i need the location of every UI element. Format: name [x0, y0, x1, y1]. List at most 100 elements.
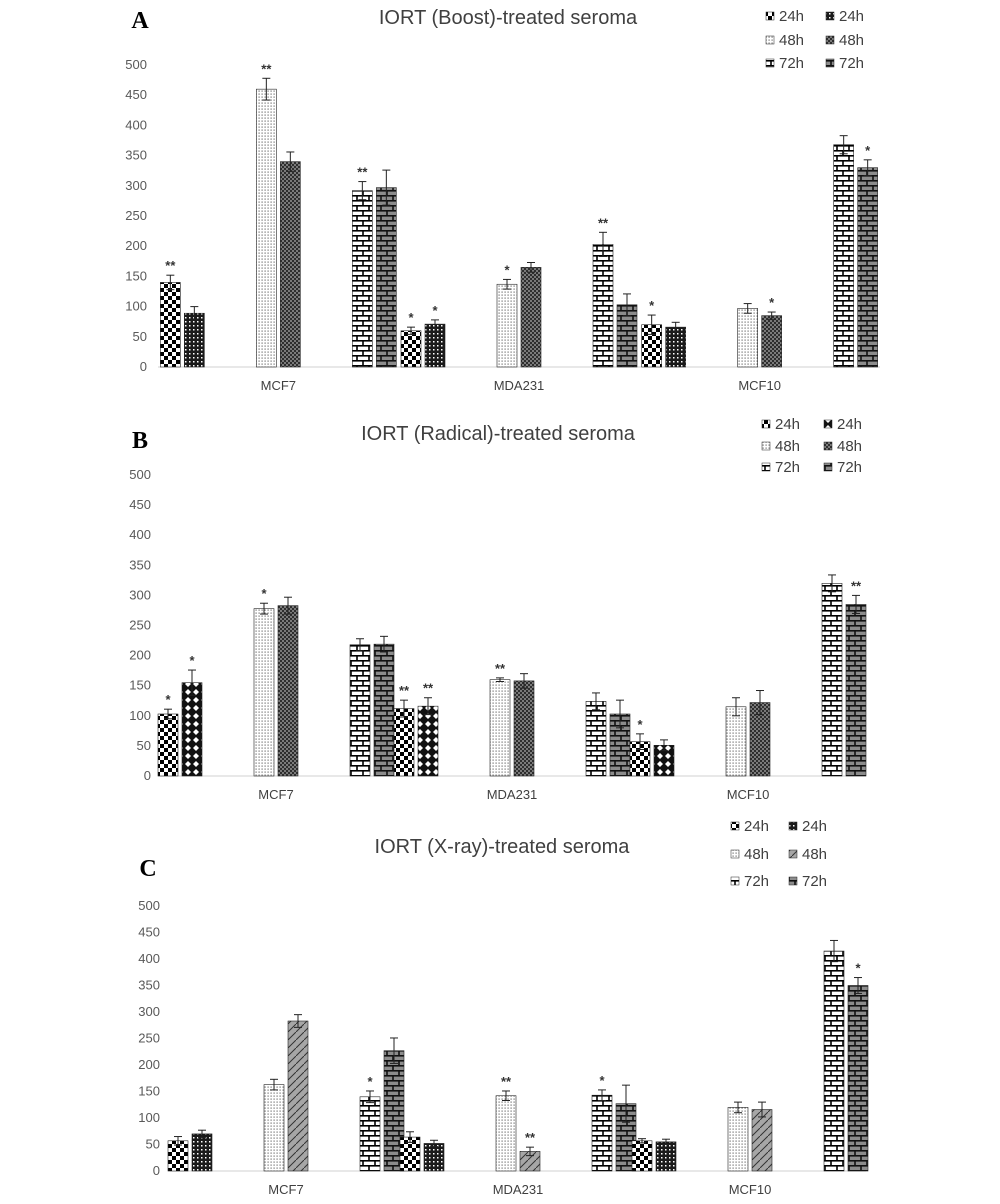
- bar: [256, 88, 277, 368]
- significance-label: *: [432, 303, 438, 318]
- x-tick-label: MCF7: [261, 378, 296, 393]
- y-tick-label: 250: [138, 1031, 160, 1046]
- legend-swatch: [788, 876, 798, 886]
- bar: [417, 705, 439, 777]
- bar: [513, 680, 535, 777]
- y-tick-label: 200: [138, 1057, 160, 1072]
- x-tick-label: MCF7: [268, 1182, 303, 1197]
- legend-label: 72h: [779, 55, 804, 72]
- y-tick-label: 400: [125, 117, 147, 132]
- y-tick-label: 0: [140, 359, 147, 374]
- y-tick-label: 150: [129, 678, 151, 693]
- y-tick-label: 100: [129, 708, 151, 723]
- bar: [857, 167, 878, 368]
- legend-swatch: [730, 876, 740, 886]
- chart-title: IORT (Radical)-treated seroma: [361, 423, 636, 445]
- bar: [496, 283, 518, 368]
- significance-label: **: [501, 1074, 512, 1089]
- y-tick-label: 350: [129, 557, 151, 572]
- legend-label: 72h: [837, 459, 862, 476]
- y-tick-label: 50: [137, 738, 151, 753]
- x-tick-label: MCF10: [727, 787, 770, 802]
- bar: [373, 643, 395, 777]
- bar: [495, 1095, 517, 1172]
- legend-label: 48h: [802, 846, 827, 863]
- y-tick-label: 350: [138, 978, 160, 993]
- significance-label: *: [649, 298, 655, 313]
- y-tick-label: 150: [125, 268, 147, 283]
- legend-swatch: [765, 58, 775, 68]
- y-tick-label: 100: [125, 299, 147, 314]
- bar: [280, 161, 301, 368]
- y-tick-label: 0: [153, 1163, 160, 1178]
- x-tick-label: MCF10: [738, 378, 781, 393]
- bar: [591, 1094, 613, 1172]
- significance-label: **: [598, 215, 609, 230]
- bar: [655, 1141, 677, 1172]
- significance-label: **: [399, 683, 410, 698]
- legend-swatch: [823, 441, 833, 451]
- significance-label: *: [769, 295, 775, 310]
- y-tick-label: 500: [129, 467, 151, 482]
- legend-label: 24h: [775, 416, 800, 433]
- bar: [821, 583, 843, 777]
- y-tick-label: 200: [125, 238, 147, 253]
- y-tick-label: 300: [138, 1004, 160, 1019]
- bar: [359, 1096, 381, 1172]
- bar: [845, 604, 867, 777]
- legend-label: 72h: [744, 873, 769, 890]
- y-tick-label: 400: [138, 951, 160, 966]
- bar: [751, 1109, 773, 1172]
- y-tick-label: 300: [129, 587, 151, 602]
- x-tick-label: MCF10: [729, 1182, 772, 1197]
- bar: [761, 315, 782, 368]
- bar: [393, 708, 415, 777]
- y-tick-label: 450: [129, 497, 151, 512]
- y-tick-label: 250: [129, 618, 151, 633]
- legend-label: 24h: [839, 8, 864, 25]
- y-tick-label: 50: [133, 329, 147, 344]
- bar: [263, 1084, 285, 1172]
- bar: [592, 244, 614, 368]
- legend-label: 24h: [744, 818, 769, 835]
- x-tick-label: MCF7: [258, 787, 293, 802]
- significance-label: *: [189, 653, 195, 668]
- x-tick-label: MDA231: [487, 787, 538, 802]
- y-tick-label: 250: [125, 208, 147, 223]
- significance-label: **: [261, 61, 272, 76]
- legend-label: 24h: [802, 818, 827, 835]
- y-tick-label: 450: [138, 925, 160, 940]
- legend-swatch: [825, 58, 835, 68]
- bar: [376, 187, 397, 368]
- legend-swatch: [761, 462, 771, 472]
- significance-label: *: [599, 1073, 605, 1088]
- significance-label: *: [367, 1074, 373, 1089]
- y-tick-label: 400: [129, 527, 151, 542]
- legend-swatch: [823, 462, 833, 472]
- bar: [665, 326, 686, 368]
- bar: [520, 267, 542, 368]
- y-tick-label: 200: [129, 648, 151, 663]
- bar: [725, 706, 747, 777]
- y-tick-label: 150: [138, 1084, 160, 1099]
- bar: [287, 1020, 309, 1172]
- significance-label: **: [525, 1130, 536, 1145]
- legend-swatch: [825, 35, 835, 45]
- legend-swatch: [825, 11, 835, 21]
- bar: [631, 1140, 653, 1172]
- chart-panel-b: B IORT (Radical)-treated seroma 0 50 100 150 2…: [129, 416, 867, 802]
- bar: [160, 282, 181, 368]
- bar: [184, 312, 205, 368]
- legend-swatch: [788, 821, 798, 831]
- significance-label: **: [851, 578, 862, 593]
- chart-panel-c: C IORT (X-ray)-treated seroma 0 50 100 150 200…: [138, 818, 869, 1197]
- y-tick-label: 350: [125, 148, 147, 163]
- bar: [253, 608, 275, 777]
- legend-label: 72h: [775, 459, 800, 476]
- panel-letter: C: [139, 856, 156, 882]
- panel-letter: A: [131, 8, 149, 34]
- legend-swatch: [761, 441, 771, 451]
- significance-label: *: [865, 143, 871, 158]
- legend-swatch: [761, 419, 771, 429]
